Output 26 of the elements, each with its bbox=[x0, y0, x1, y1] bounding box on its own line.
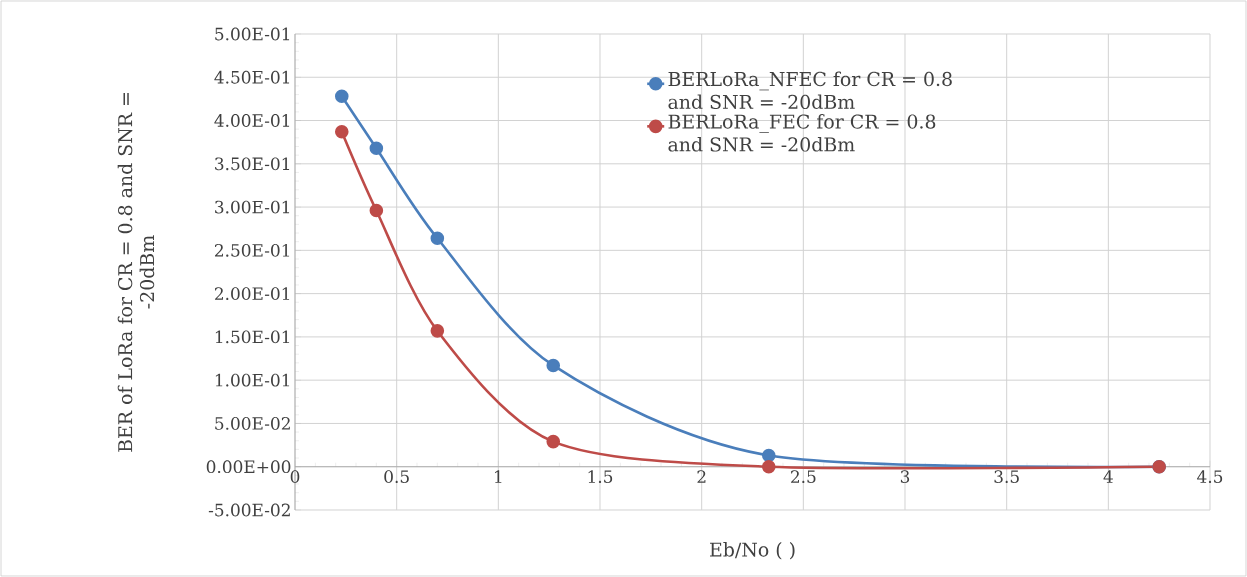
y-tick-label: 5.00E-01 bbox=[215, 27, 290, 41]
x-tick-label: 4.5 bbox=[1197, 470, 1223, 484]
y-tick-label: 3.00E-01 bbox=[215, 200, 290, 214]
y-tick-label: 1.00E-01 bbox=[215, 373, 290, 387]
y-tick-label: 4.00E-01 bbox=[214, 114, 290, 127]
x-tick-label: 2.5 bbox=[791, 470, 816, 484]
legend-label: BERLoRa_NFEC for CR = 0.8 and SNR = -20dBm bbox=[668, 71, 952, 110]
y-tick-label: -5.00E-02 bbox=[208, 503, 290, 517]
x-tick-label: 0 bbox=[290, 470, 300, 484]
y-tick-label: 0.00E+00 bbox=[206, 460, 291, 474]
x-tick-label: 2 bbox=[697, 470, 706, 483]
x-tick-label: 1 bbox=[495, 470, 502, 483]
y-axis-title: BER of LoRa for CR = 0.8 and SNR = -20dBm bbox=[117, 93, 155, 452]
x-tick-label: 3.5 bbox=[994, 470, 1019, 484]
x-tick-label: 0.5 bbox=[384, 470, 409, 484]
y-tick-label: 1.50E-01 bbox=[215, 330, 290, 344]
y-tick-label: 2.00E-01 bbox=[214, 287, 290, 301]
x-tick-label: 4 bbox=[1103, 470, 1113, 483]
y-tick-label: 4.50E-01 bbox=[214, 70, 290, 84]
y-tick-label: 3.50E-01 bbox=[215, 157, 290, 171]
legend-label: BERLoRa_FEC for CR = 0.8 and SNR = -20dBm bbox=[668, 114, 936, 152]
x-tick-label: 1.5 bbox=[588, 470, 613, 484]
y-tick-label: 5.00E-02 bbox=[215, 417, 290, 430]
x-axis-title: Eb/No ( ) bbox=[710, 542, 795, 560]
x-tick-label: 3 bbox=[900, 470, 910, 484]
y-tick-label: 2.50E-01 bbox=[214, 243, 290, 257]
